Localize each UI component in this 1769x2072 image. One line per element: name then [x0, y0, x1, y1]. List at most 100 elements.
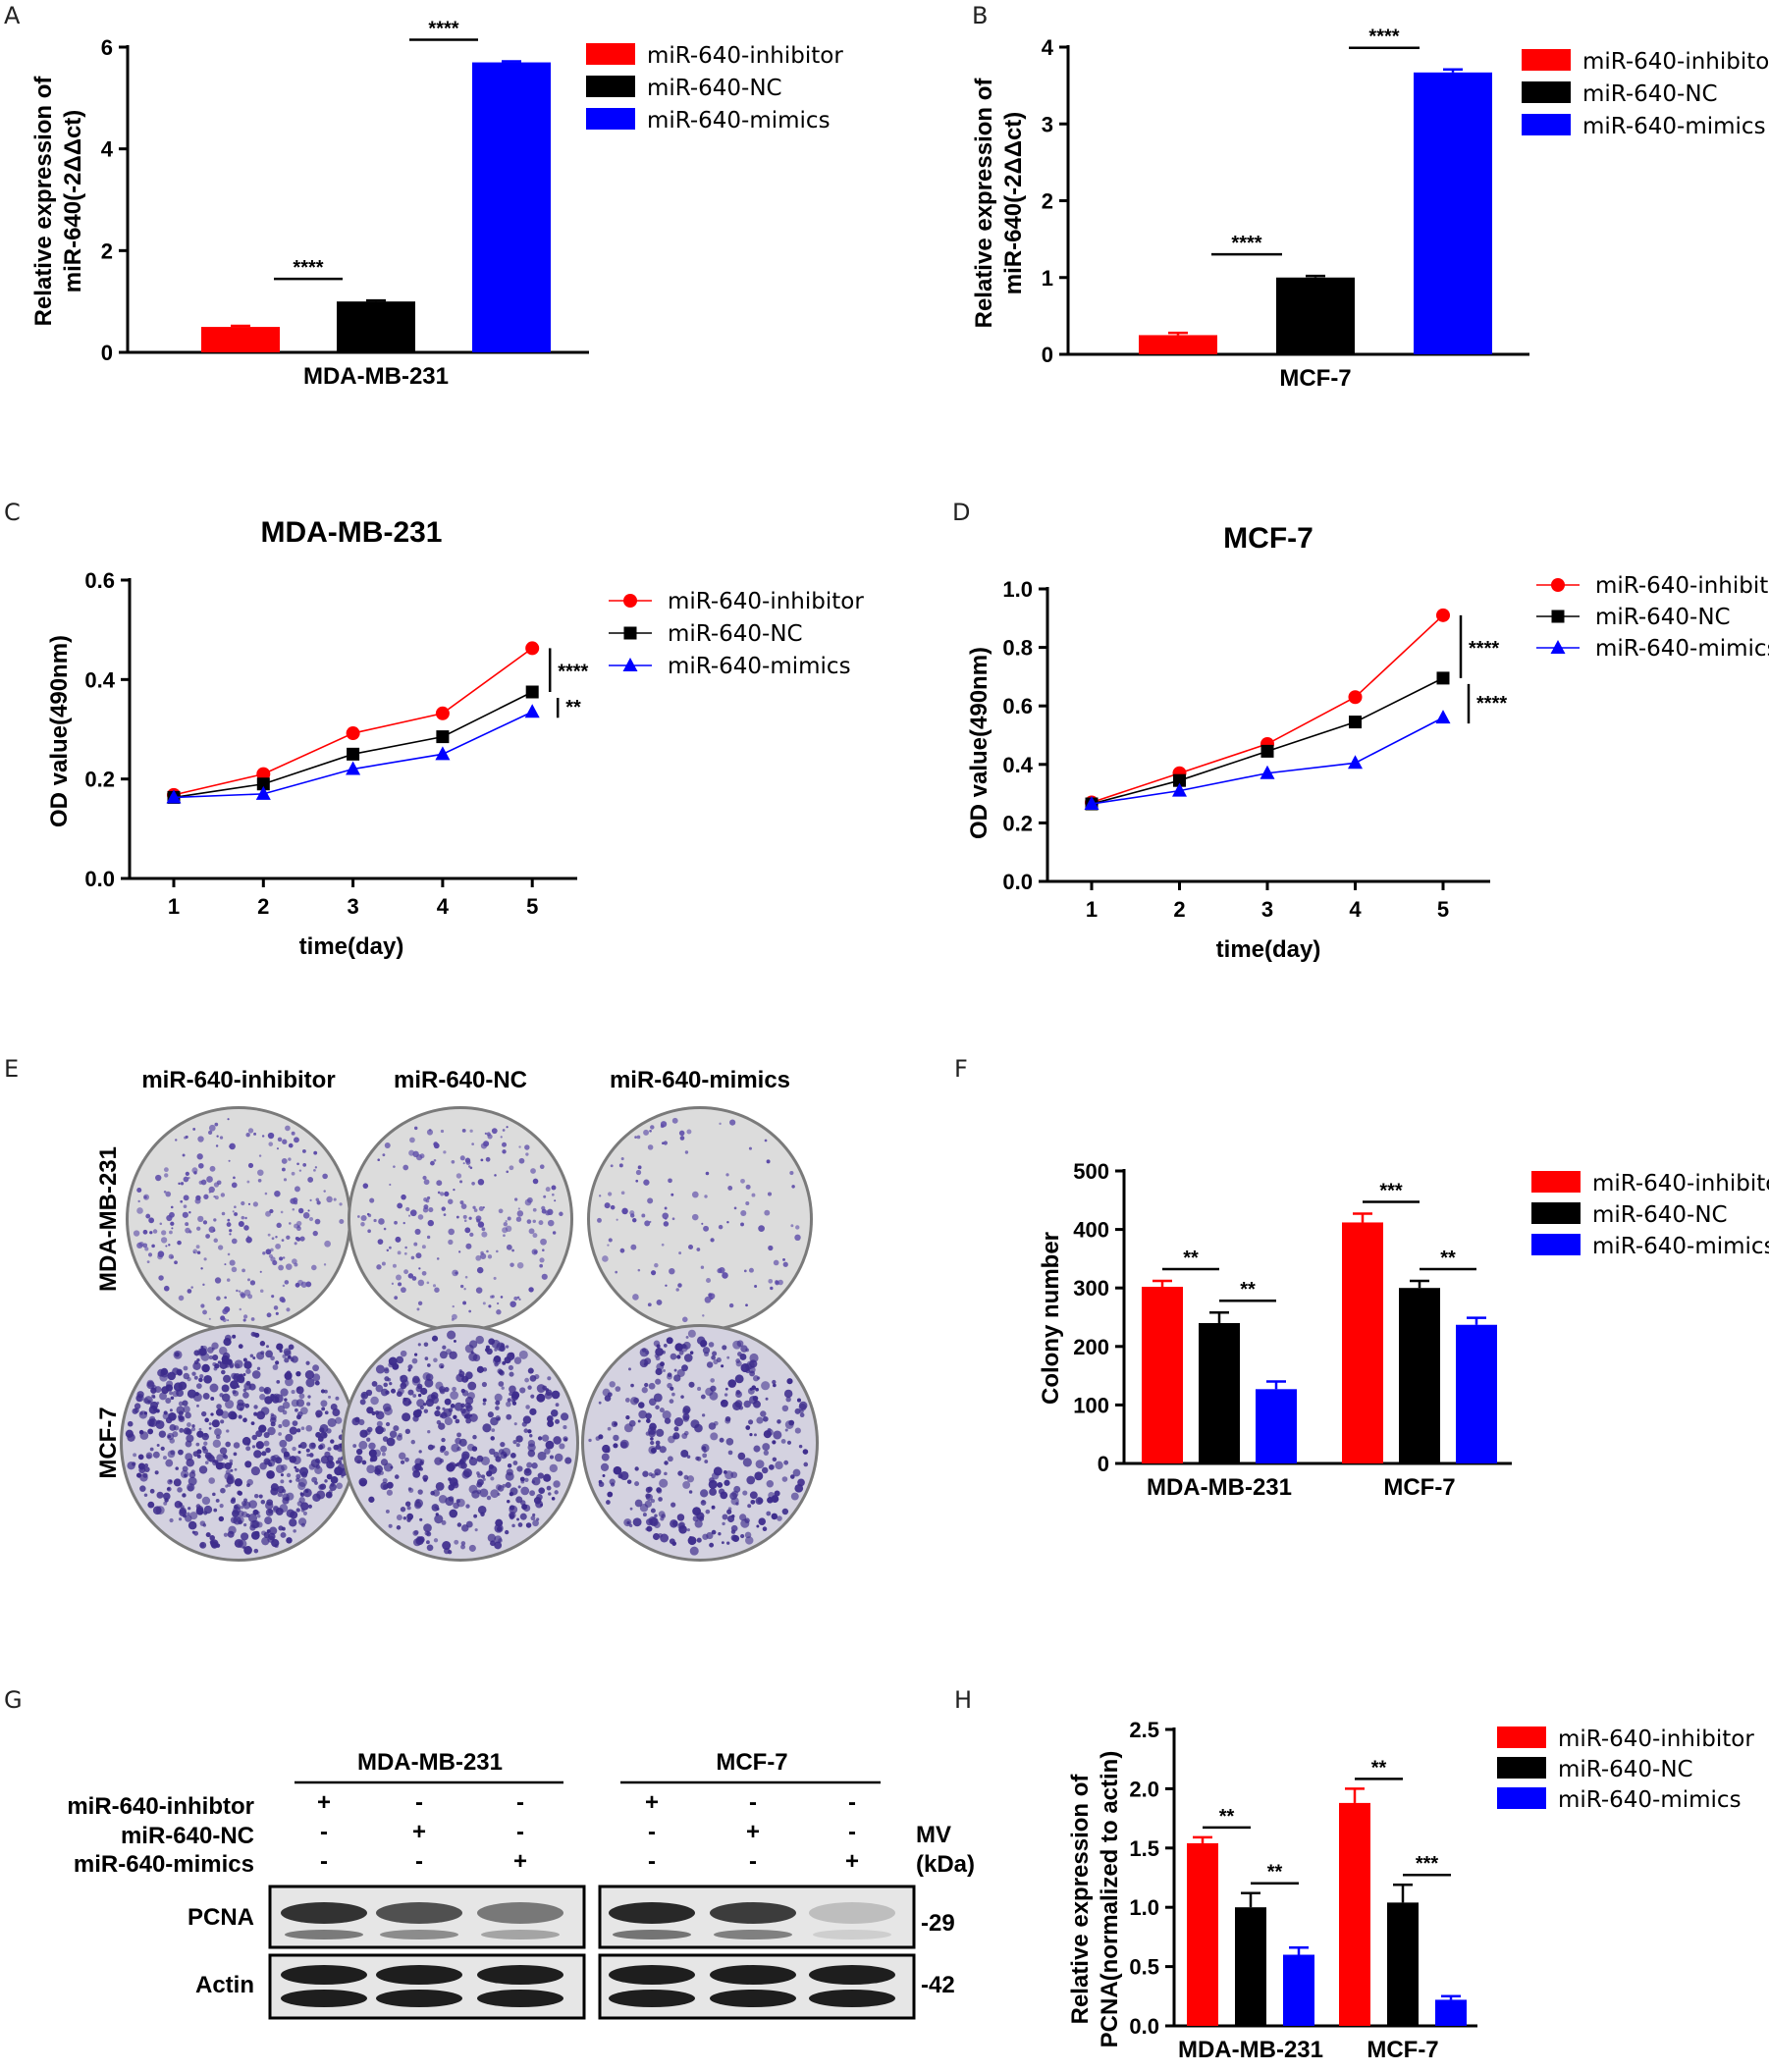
colony-1-1-281 [424, 1378, 434, 1388]
colony-0-0-201 [188, 1230, 192, 1234]
colony-0-1-111 [509, 1165, 514, 1171]
colony-1-1-393 [361, 1460, 367, 1465]
colony-1-2-273 [701, 1413, 706, 1417]
colony-1-1-126 [424, 1356, 429, 1360]
colony-1-1-233 [526, 1461, 533, 1468]
colony-1-2-276 [763, 1450, 770, 1456]
colony-1-0-317 [233, 1452, 238, 1457]
panel-b-category-label-0: MCF-7 [1279, 365, 1351, 392]
colony-1-1-255 [358, 1477, 368, 1487]
colony-1-0-453 [298, 1497, 305, 1504]
panel-g-band-faint-3 [613, 1930, 691, 1939]
panel-h-sig-label-0-1: ** [1267, 1862, 1283, 1884]
colony-0-0-109 [190, 1286, 193, 1289]
colony-1-0-355 [232, 1334, 237, 1339]
colony-1-2-196 [658, 1497, 663, 1502]
panel-g-band-lower-1-2 [477, 1990, 563, 2007]
colony-1-0-283 [297, 1517, 307, 1526]
panel-a-ytick-label: 6 [101, 35, 113, 60]
panel-h-ytick-label: 1.0 [1129, 1895, 1159, 1920]
colony-1-2-363 [687, 1536, 697, 1546]
colony-1-1-350 [383, 1484, 389, 1490]
colony-0-0-61 [183, 1204, 188, 1208]
panel-a-sig-label-0-0: **** [293, 257, 323, 279]
colony-1-2-215 [700, 1500, 707, 1506]
colony-0-1-163 [485, 1156, 491, 1162]
colony-1-0-502 [332, 1408, 341, 1416]
colony-0-1-34 [402, 1221, 405, 1225]
colony-0-1-79 [475, 1215, 482, 1222]
colony-1-0-509 [154, 1470, 159, 1475]
colony-1-1-357 [471, 1490, 480, 1499]
colony-0-1-72 [443, 1213, 447, 1216]
colony-1-1-219 [553, 1480, 561, 1488]
colony-0-0-118 [236, 1289, 239, 1293]
panel-a-ytick-label: 2 [101, 239, 113, 263]
colony-0-0-250 [292, 1196, 298, 1203]
colony-1-0-192 [178, 1449, 184, 1456]
colony-0-1-135 [488, 1304, 492, 1308]
colony-1-1-442 [412, 1375, 420, 1384]
colony-1-2-295 [730, 1529, 736, 1534]
colony-1-0-333 [275, 1457, 283, 1464]
colony-1-1-304 [440, 1445, 447, 1452]
colony-0-1-67 [426, 1129, 434, 1136]
colony-1-2-177 [634, 1466, 639, 1471]
colony-1-2-100 [655, 1444, 661, 1450]
colony-1-2-156 [780, 1439, 786, 1444]
colony-1-1-323 [527, 1449, 536, 1458]
colony-1-2-151 [745, 1536, 754, 1545]
colony-0-2-68 [704, 1195, 708, 1198]
colony-1-0-392 [216, 1404, 222, 1409]
colony-1-2-187 [717, 1481, 724, 1488]
colony-0-2-62 [608, 1192, 613, 1196]
colony-1-0-202 [289, 1426, 297, 1435]
colony-1-0-209 [286, 1537, 293, 1544]
colony-1-1-395 [386, 1489, 393, 1496]
colony-1-1-416 [547, 1420, 555, 1427]
colony-1-1-445 [400, 1374, 408, 1383]
colony-0-0-66 [226, 1278, 231, 1282]
colony-1-1-5 [512, 1440, 517, 1445]
colony-1-1-341 [419, 1406, 424, 1410]
colony-1-2-241 [726, 1509, 732, 1514]
panel-a-sig-label-0-1: **** [428, 19, 458, 40]
panel-f-sig-label-1-1: ** [1440, 1248, 1456, 1269]
colony-0-1-165 [464, 1157, 471, 1163]
colony-1-0-422 [199, 1520, 206, 1526]
colony-1-0-586 [174, 1352, 180, 1357]
colony-0-2-103 [650, 1125, 655, 1130]
colony-1-0-287 [238, 1491, 242, 1496]
colony-1-1-333 [516, 1465, 523, 1472]
colony-1-2-344 [648, 1515, 658, 1525]
colony-1-0-247 [290, 1357, 295, 1362]
colony-1-0-532 [183, 1427, 191, 1435]
colony-0-1-219 [436, 1180, 443, 1187]
colony-1-0-457 [335, 1416, 343, 1424]
colony-0-2-27 [682, 1316, 688, 1323]
panel-d-point-nc-2 [1260, 744, 1274, 758]
panel-h-ylabel-line2: PCNA(normalized to actin) [1097, 1751, 1123, 2048]
colony-0-1-171 [463, 1287, 466, 1291]
colony-0-0-172 [215, 1144, 219, 1147]
panel-g-band-lower-1-4 [710, 1990, 796, 2007]
colony-1-1-275 [456, 1522, 462, 1527]
colony-1-1-379 [481, 1381, 487, 1388]
colony-1-0-566 [154, 1386, 162, 1393]
colony-0-0-136 [275, 1236, 278, 1239]
colony-1-0-113 [304, 1370, 315, 1380]
colony-0-2-3 [790, 1224, 794, 1228]
colony-1-0-551 [330, 1482, 335, 1487]
colony-0-2-11 [704, 1296, 712, 1303]
colony-1-2-333 [699, 1515, 705, 1522]
colony-0-0-17 [231, 1266, 238, 1273]
colony-0-1-200 [471, 1142, 474, 1145]
colony-1-1-382 [382, 1403, 392, 1412]
panel-label-a: A [4, 2, 21, 29]
panel-h-sig-label-0-0: ** [1219, 1806, 1235, 1828]
colony-1-0-242 [250, 1530, 260, 1540]
panel-g-band-1-1 [376, 1965, 462, 1985]
colony-0-2-2 [794, 1234, 801, 1242]
colony-1-1-254 [398, 1387, 404, 1395]
panel-h-category-label-1: MCF-7 [1367, 2037, 1438, 2063]
